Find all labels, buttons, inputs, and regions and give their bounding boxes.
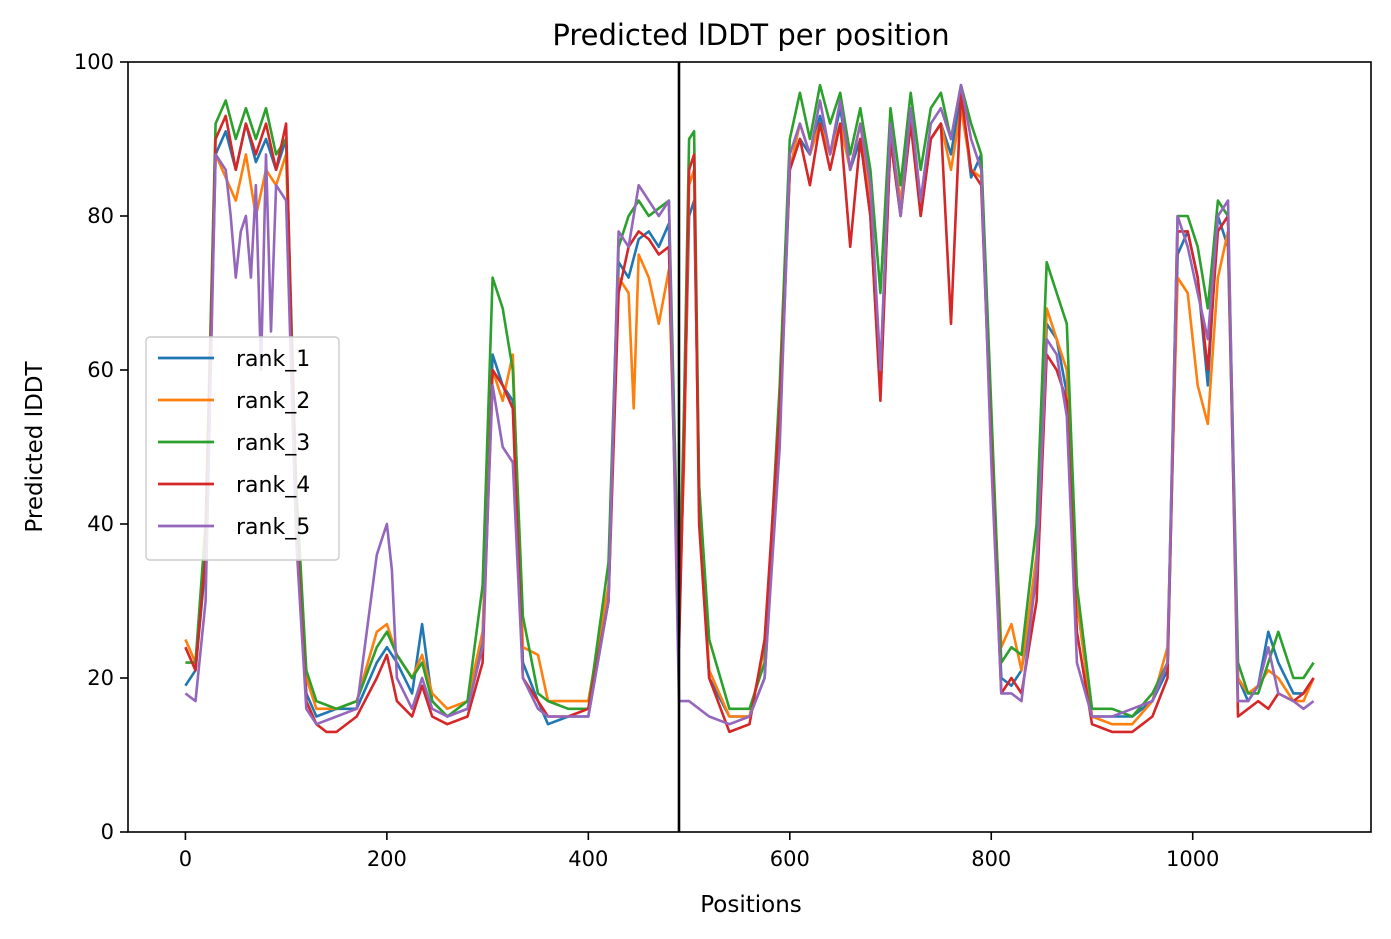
- legend-box: [145, 336, 340, 561]
- legend-label-rank-1: rank_1: [236, 347, 310, 372]
- series-line-rank-1: [184, 91, 1315, 726]
- x-tick-label: 1000: [1166, 847, 1219, 871]
- y-axis-label: Predicted lDDT: [22, 360, 48, 532]
- y-tick-label: 60: [87, 358, 114, 382]
- legend-label-rank-3: rank_3: [236, 431, 310, 456]
- series-line-rank-2: [184, 106, 1315, 726]
- x-tick-label: 600: [770, 847, 810, 871]
- series-line-rank-4: [184, 91, 1315, 734]
- chart-title: Predicted lDDT per position: [552, 18, 949, 52]
- y-tick-label: 80: [87, 204, 114, 228]
- y-axis: 0 20 40 60 80 100: [74, 50, 128, 844]
- y-tick-label: 100: [74, 50, 114, 74]
- legend-label-rank-4: rank_4: [236, 473, 310, 498]
- x-tick-label: 200: [367, 847, 407, 871]
- legend: rank_1 rank_2 rank_3 rank_4 rank_5: [145, 336, 340, 561]
- series-lines: [184, 83, 1315, 734]
- x-tick-label: 800: [971, 847, 1011, 871]
- series-line-rank-3: [185, 83, 1315, 718]
- y-tick-label: 40: [87, 512, 114, 536]
- series-line-rank-5: [184, 83, 1315, 726]
- plot-area: [127, 61, 1372, 833]
- x-tick-label: 400: [568, 847, 608, 871]
- y-tick-label: 20: [87, 666, 114, 690]
- x-tick-label: 0: [179, 847, 192, 871]
- legend-label-rank-5: rank_5: [236, 515, 310, 540]
- y-tick-label: 0: [101, 820, 114, 844]
- x-axis: 0 200 400 600 800 1000: [179, 832, 1219, 871]
- legend-label-rank-2: rank_2: [236, 389, 310, 414]
- x-axis-label: Positions: [700, 892, 802, 918]
